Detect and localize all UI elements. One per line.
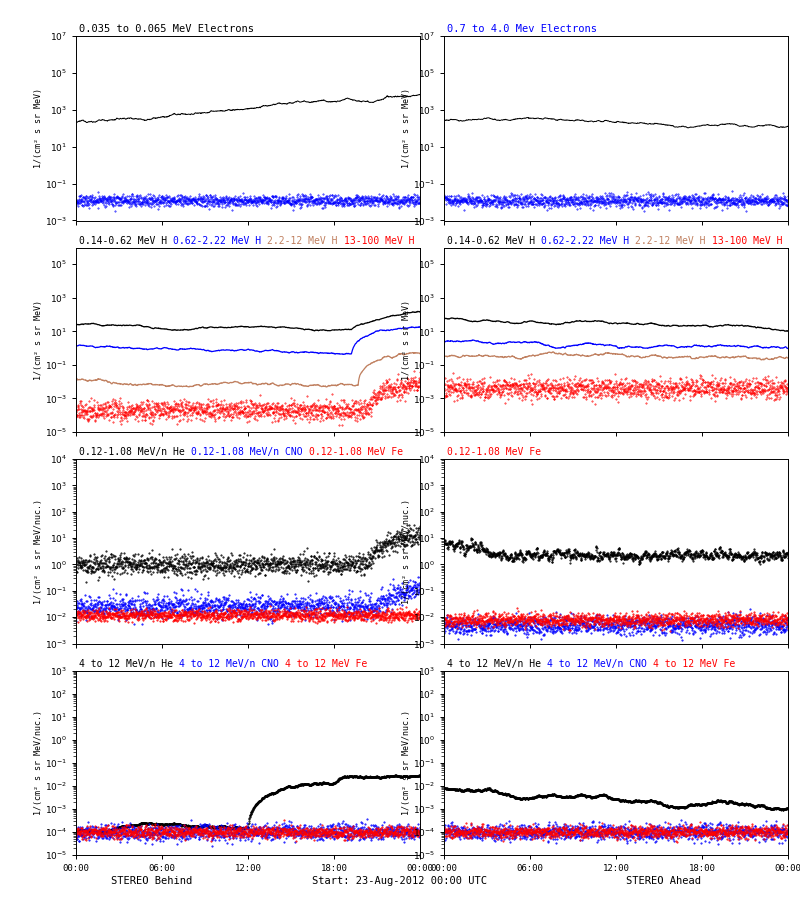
Text: STEREO Ahead: STEREO Ahead bbox=[626, 876, 702, 886]
Y-axis label: 1/(cm² s sr MeV/nuc.): 1/(cm² s sr MeV/nuc.) bbox=[34, 499, 43, 604]
Text: 0.7 to 4.0 Mev Electrons: 0.7 to 4.0 Mev Electrons bbox=[447, 24, 598, 34]
Text: 0.12-1.08 MeV/n He: 0.12-1.08 MeV/n He bbox=[79, 447, 191, 457]
Y-axis label: 1/(cm² s sr MeV/nuc.): 1/(cm² s sr MeV/nuc.) bbox=[402, 499, 411, 604]
Text: 0.14-0.62 MeV H: 0.14-0.62 MeV H bbox=[447, 236, 542, 246]
Text: 0.12-1.08 MeV Fe: 0.12-1.08 MeV Fe bbox=[309, 447, 402, 457]
Y-axis label: 1/(cm² s sr MeV): 1/(cm² s sr MeV) bbox=[402, 300, 411, 380]
Y-axis label: 1/(cm² s sr MeV): 1/(cm² s sr MeV) bbox=[402, 88, 411, 168]
Text: 4 to 12 MeV/n CNO: 4 to 12 MeV/n CNO bbox=[547, 659, 653, 669]
Text: 4 to 12 MeV Fe: 4 to 12 MeV Fe bbox=[285, 659, 367, 669]
Y-axis label: 1/(cm² s sr MeV): 1/(cm² s sr MeV) bbox=[34, 300, 43, 380]
Text: 4 to 12 MeV/n He: 4 to 12 MeV/n He bbox=[79, 659, 179, 669]
Text: 4 to 12 MeV/n He: 4 to 12 MeV/n He bbox=[447, 659, 547, 669]
Text: 0.14-0.62 MeV H: 0.14-0.62 MeV H bbox=[79, 236, 174, 246]
Y-axis label: 1/(cm² s sr MeV/nuc.): 1/(cm² s sr MeV/nuc.) bbox=[34, 710, 43, 815]
Text: STEREO Behind: STEREO Behind bbox=[111, 876, 193, 886]
Text: 2.2-12 MeV H: 2.2-12 MeV H bbox=[267, 236, 344, 246]
Text: 13-100 MeV H: 13-100 MeV H bbox=[344, 236, 414, 246]
Text: 4 to 12 MeV Fe: 4 to 12 MeV Fe bbox=[653, 659, 735, 669]
Text: 0.62-2.22 MeV H: 0.62-2.22 MeV H bbox=[174, 236, 267, 246]
Text: 0.035 to 0.065 MeV Electrons: 0.035 to 0.065 MeV Electrons bbox=[79, 24, 254, 34]
Text: 0.12-1.08 MeV/n CNO: 0.12-1.08 MeV/n CNO bbox=[191, 447, 309, 457]
Y-axis label: 1/(cm² s sr MeV): 1/(cm² s sr MeV) bbox=[34, 88, 43, 168]
Y-axis label: 1/(cm² s sr MeV/nuc.): 1/(cm² s sr MeV/nuc.) bbox=[402, 710, 411, 815]
Text: Start: 23-Aug-2012 00:00 UTC: Start: 23-Aug-2012 00:00 UTC bbox=[313, 876, 487, 886]
Text: 13-100 MeV H: 13-100 MeV H bbox=[712, 236, 782, 246]
Text: 0.62-2.22 MeV H: 0.62-2.22 MeV H bbox=[542, 236, 635, 246]
Text: 4 to 12 MeV/n CNO: 4 to 12 MeV/n CNO bbox=[179, 659, 285, 669]
Text: 0.12-1.08 MeV Fe: 0.12-1.08 MeV Fe bbox=[447, 447, 542, 457]
Text: 2.2-12 MeV H: 2.2-12 MeV H bbox=[635, 236, 712, 246]
